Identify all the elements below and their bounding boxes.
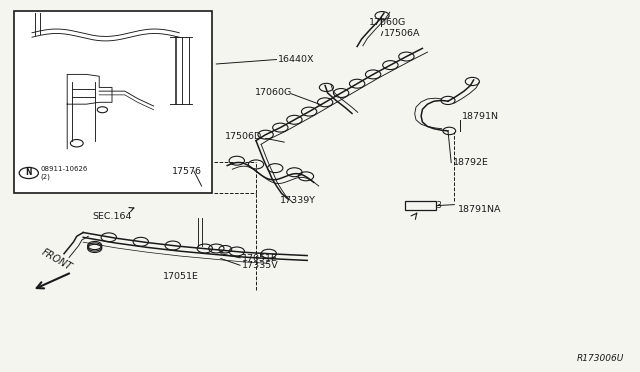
Text: 17506A: 17506A <box>384 29 420 38</box>
Text: 17339Y: 17339Y <box>280 196 316 205</box>
Text: 17060G: 17060G <box>255 88 292 97</box>
Text: SEC.223: SEC.223 <box>407 201 442 210</box>
FancyBboxPatch shape <box>14 11 212 193</box>
Text: 16440X: 16440X <box>278 55 315 64</box>
Text: 18791N: 18791N <box>462 112 499 121</box>
Text: 17060G: 17060G <box>369 18 406 27</box>
Text: SEC.164: SEC.164 <box>93 208 134 221</box>
Text: FRONT: FRONT <box>40 247 73 272</box>
Text: 17576: 17576 <box>172 167 202 176</box>
Text: 17506D: 17506D <box>225 132 262 141</box>
Text: 17051E: 17051E <box>163 272 199 280</box>
Text: 08911-10626
(2): 08911-10626 (2) <box>40 166 88 180</box>
FancyBboxPatch shape <box>405 201 436 210</box>
Text: 17335V: 17335V <box>242 262 278 270</box>
Text: 18791NA: 18791NA <box>458 205 501 214</box>
Text: 18792E: 18792E <box>453 158 489 167</box>
Text: R173006U: R173006U <box>577 354 624 363</box>
Text: 17051E: 17051E <box>242 254 278 263</box>
Text: N: N <box>26 169 32 177</box>
